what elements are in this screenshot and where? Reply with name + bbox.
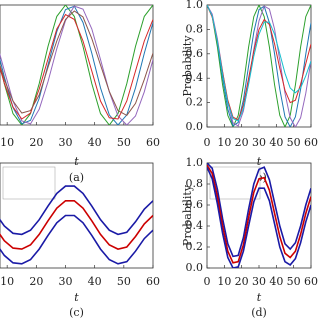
x-tick-label: 30 bbox=[59, 275, 73, 288]
inset bbox=[2, 166, 56, 200]
line-series bbox=[207, 5, 311, 127]
y-tick-label: 0.6 bbox=[186, 198, 204, 211]
x-tick-label: 40 bbox=[269, 275, 283, 288]
x-tick-label: 60 bbox=[146, 136, 160, 149]
line-series bbox=[207, 163, 311, 258]
line-series bbox=[207, 164, 311, 264]
x-axis-label: t bbox=[74, 155, 79, 168]
plot-area bbox=[207, 163, 311, 268]
x-tick-label: 60 bbox=[304, 275, 318, 288]
panel-caption: (a) bbox=[69, 171, 84, 184]
x-tick-label: 50 bbox=[287, 275, 301, 288]
line-series bbox=[0, 10, 153, 117]
x-tick-label: 50 bbox=[287, 136, 301, 149]
x-axis-label: t bbox=[257, 155, 262, 168]
line-series bbox=[207, 5, 311, 127]
line-series bbox=[207, 166, 311, 268]
y-axis-label: Probability bbox=[181, 35, 194, 97]
y-tick-label: 0.8 bbox=[186, 177, 204, 190]
line-series bbox=[207, 5, 311, 122]
x-tick-label: 50 bbox=[117, 136, 131, 149]
x-axis-label: t bbox=[257, 291, 262, 304]
y-tick-label: 0.2 bbox=[186, 240, 204, 253]
x-tick-label: 40 bbox=[269, 136, 283, 149]
x-tick-label: 60 bbox=[146, 275, 160, 288]
plot-frame bbox=[0, 4, 154, 126]
x-axis-label: t bbox=[74, 291, 79, 304]
line-series bbox=[0, 5, 153, 125]
y-tick-label: 0.0 bbox=[186, 261, 204, 274]
x-tick-label: 10 bbox=[0, 275, 14, 288]
x-tick-label: 10 bbox=[0, 136, 14, 149]
line-series bbox=[0, 200, 153, 250]
line-series bbox=[0, 13, 153, 120]
plot-area bbox=[207, 5, 311, 127]
line-series bbox=[207, 5, 311, 127]
x-tick-label: 30 bbox=[59, 136, 73, 149]
y-tick-label: 0.2 bbox=[186, 96, 204, 109]
x-tick-label: 20 bbox=[235, 136, 249, 149]
y-tick-label: 0.8 bbox=[186, 22, 204, 35]
y-tick-label: 0.4 bbox=[186, 71, 204, 84]
x-tick-label: 30 bbox=[252, 136, 266, 149]
line-series bbox=[0, 185, 153, 236]
x-tick-label: 10 bbox=[217, 275, 231, 288]
panel-caption: (d) bbox=[251, 306, 267, 319]
x-tick-label: 40 bbox=[88, 136, 102, 149]
y-tick-label: 1.0 bbox=[186, 156, 204, 169]
y-tick-label: 0.0 bbox=[186, 120, 204, 133]
x-tick-label: 10 bbox=[217, 136, 231, 149]
plot-area bbox=[0, 5, 153, 125]
x-tick-label: 20 bbox=[235, 275, 249, 288]
x-tick-label: 0 bbox=[204, 275, 211, 288]
x-tick-label: 0 bbox=[204, 136, 211, 149]
x-tick-label: 20 bbox=[29, 275, 43, 288]
x-tick-label: 50 bbox=[117, 275, 131, 288]
x-tick-label: 60 bbox=[304, 136, 318, 149]
y-axis-label: Probability bbox=[181, 184, 194, 246]
x-tick-label: 40 bbox=[88, 275, 102, 288]
x-tick-label: 30 bbox=[252, 275, 266, 288]
x-tick-label: 20 bbox=[29, 136, 43, 149]
y-tick-label: 1.0 bbox=[186, 0, 204, 11]
line-series bbox=[0, 214, 153, 265]
y-tick-label: 0.4 bbox=[186, 219, 204, 232]
plot-area bbox=[0, 185, 153, 265]
y-tick-label: 0.6 bbox=[186, 47, 204, 60]
panel-caption: (c) bbox=[69, 306, 84, 319]
